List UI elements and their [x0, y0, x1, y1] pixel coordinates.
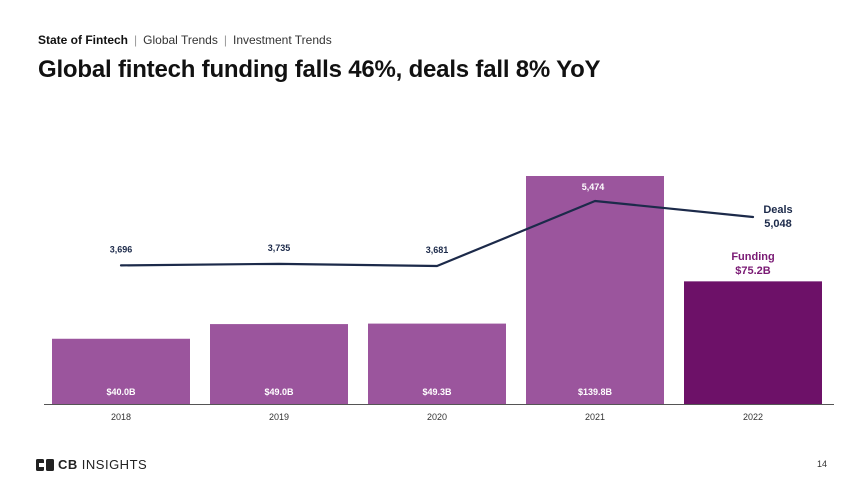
deals-line — [119, 199, 755, 268]
funding-callout-name: Funding — [731, 251, 774, 263]
deals-callout-value: 5,048 — [764, 218, 792, 230]
logo-cb-text: CB — [58, 457, 78, 472]
bar-funding-2021 — [526, 176, 664, 404]
deals-label-2021: 5,474 — [582, 182, 605, 192]
x-tick-label-2022: 2022 — [743, 412, 763, 422]
page-title: Global fintech funding falls 46%, deals … — [38, 56, 601, 83]
breadcrumb-investment-trends[interactable]: Investment Trends — [232, 33, 332, 47]
bar-funding-2022 — [684, 281, 822, 404]
page-number: 14 — [816, 459, 827, 469]
bar-label-2018: $40.0B — [106, 387, 136, 397]
cb-insights-logo: CB INSIGHTS — [36, 457, 147, 472]
deals-label-2020: 3,681 — [426, 245, 449, 255]
logo-insights-text: INSIGHTS — [81, 457, 148, 472]
breadcrumb-global-trends[interactable]: Global Trends — [143, 33, 218, 47]
bar-funding-2019 — [210, 324, 348, 404]
breadcrumb-separator: | — [134, 33, 138, 47]
deals-callout-name: Deals — [763, 204, 792, 216]
bar-label-2020: $49.3B — [422, 387, 452, 397]
x-tick-label-2020: 2020 — [427, 412, 447, 422]
bar-funding-2020 — [368, 323, 506, 404]
deals-label-2018: 3,696 — [110, 244, 133, 254]
bar-funding-2018 — [52, 338, 190, 404]
breadcrumb-separator: | — [223, 33, 227, 47]
bar-label-2021: $139.8B — [578, 387, 613, 397]
x-tick-label-2018: 2018 — [111, 412, 131, 422]
cb-insights-logo-icon — [36, 458, 54, 471]
x-tick-label-2021: 2021 — [585, 412, 605, 422]
breadcrumb-state-of-fintech[interactable]: State of Fintech — [38, 33, 129, 47]
deals-label-2019: 3,735 — [268, 243, 291, 253]
breadcrumb: State of Fintech | Global Trends | Inves… — [38, 33, 332, 47]
bar-label-2019: $49.0B — [264, 387, 294, 397]
funding-callout-value: $75.2B — [735, 265, 771, 277]
x-tick-label-2019: 2019 — [269, 412, 289, 422]
